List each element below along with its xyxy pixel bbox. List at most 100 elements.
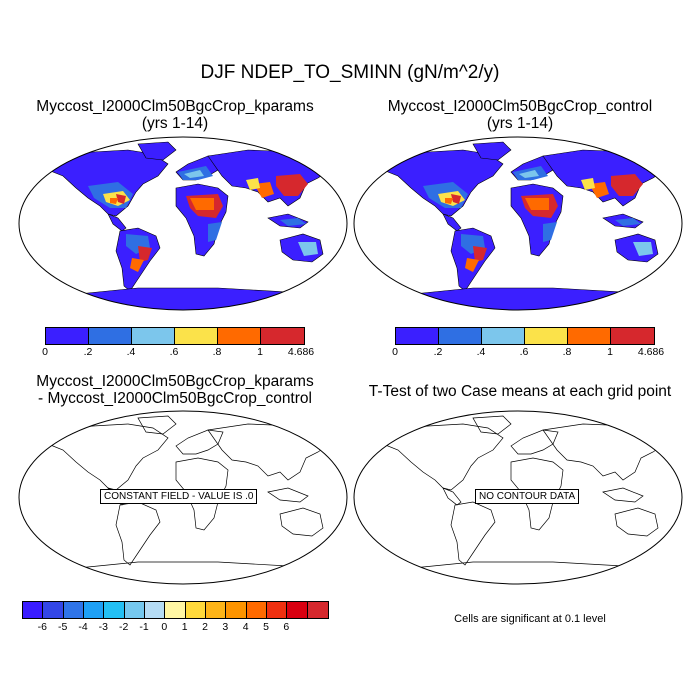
colorbar-tick-label: .8 (212, 346, 222, 358)
diff-colorbar-swatch (43, 602, 64, 618)
panel2-title-line1: Myccost_I2000Clm50BgcCrop_control (387, 98, 653, 115)
colorbar-swatch (439, 328, 482, 344)
land-central-america (442, 213, 462, 232)
value-region (138, 246, 152, 262)
colorbar-tick-label: 4.686 (287, 346, 315, 358)
colorbar-swatch (568, 328, 611, 344)
diff-colorbar-swatch (104, 602, 125, 618)
coastline-south-america (450, 501, 496, 566)
value-region (615, 218, 641, 226)
value-region (208, 222, 222, 242)
diff-colorbar-swatch (124, 602, 145, 618)
diff-colorbar-tick-label: -3 (98, 621, 108, 633)
coastline-south-america (115, 501, 161, 566)
map-border (18, 410, 348, 585)
colorbar-tick-label: .2 (433, 346, 443, 358)
value-region (633, 242, 653, 256)
coastline-europe (510, 429, 559, 455)
coastline-europe (175, 429, 224, 455)
colorbar-tick-label: 4.686 (637, 346, 665, 358)
figure-title: DJF NDEP_TO_SMINN (gN/m^2/y) (200, 62, 500, 83)
colorbar-tick-label: .6 (169, 346, 179, 358)
value-region (611, 174, 643, 196)
colorbar-control (395, 327, 655, 345)
colorbar-tick-label: .6 (519, 346, 529, 358)
diff-colorbar-swatch (165, 602, 186, 618)
coastline-indonesia (602, 487, 644, 503)
colorbar-tick-label: 1 (607, 346, 613, 358)
diff-colorbar-swatch (266, 602, 288, 618)
colorbar-tick-label: 1 (257, 346, 263, 358)
ttest-map (353, 410, 683, 585)
value-region (184, 170, 204, 178)
panel1-title-line2: (yrs 1-14) (141, 115, 209, 132)
coastline-indonesia (267, 487, 309, 503)
colorbar-tick-label: 0 (392, 346, 398, 358)
diff-colorbar-tick-label: 3 (222, 621, 229, 633)
colorbar-swatch (218, 328, 261, 344)
colorbar-tick-label: .4 (126, 346, 136, 358)
colorbar-swatch (396, 328, 439, 344)
colorbar-swatch (46, 328, 89, 344)
value-region (445, 198, 453, 204)
colorbar-tick-label: .8 (562, 346, 572, 358)
diff-colorbar-tick-label: 4 (242, 621, 249, 633)
diff-colorbar-tick-label: -1 (139, 621, 149, 633)
diff-colorbar-tick-label: -6 (37, 621, 47, 633)
value-region (525, 198, 549, 210)
diff-colorbar-tick-label: 2 (202, 621, 208, 633)
value-region (110, 198, 118, 204)
diff-colorbar-swatch (63, 602, 84, 618)
land-north-america (370, 149, 504, 217)
land-greenland (137, 141, 177, 161)
panel4-title: T-Test of two Case means at each grid po… (355, 383, 685, 400)
land-fill (35, 141, 331, 310)
colorbar-swatch (525, 328, 568, 344)
value-region (543, 222, 557, 242)
panel1-title: Myccost_I2000Clm50BgcCrop_kparams (yrs 1… (15, 98, 335, 132)
panel2-title-line2: (yrs 1-14) (486, 115, 554, 132)
map-border (18, 136, 348, 311)
land-north-america (35, 149, 169, 217)
value-region (246, 178, 260, 190)
value-region (581, 178, 595, 190)
colorbar-swatch (132, 328, 175, 344)
coastline-north-america (35, 423, 169, 491)
value-region (451, 194, 461, 204)
colorbar-difference (22, 601, 329, 619)
diff-colorbar-swatch (246, 602, 267, 618)
value-region (276, 174, 308, 196)
coastline-north-america (370, 423, 504, 491)
diff-colorbar-swatch (144, 602, 166, 618)
value-region (465, 258, 479, 272)
panel3-title-line2: - Myccost_I2000Clm50BgcCrop_control (38, 390, 312, 407)
colorbar-tick-label: .2 (83, 346, 93, 358)
colorbar-swatch (261, 328, 304, 344)
diff-colorbar-tick-label: 1 (181, 621, 188, 633)
coastline-asia (542, 423, 666, 481)
coastline-australia (279, 507, 324, 537)
diff-colorbar-tick-label: -2 (118, 621, 129, 633)
diff-colorbar-swatch (307, 602, 328, 618)
diff-colorbar-swatch (185, 602, 206, 618)
colorbar-swatch (89, 328, 132, 344)
diff-colorbar-tick-label: -5 (57, 621, 68, 633)
difference-map (18, 410, 348, 585)
colorbar-tick-label: 0 (42, 346, 48, 358)
colorbar-swatch (611, 328, 654, 344)
coastline-australia (614, 507, 659, 537)
diff-colorbar-swatch (205, 602, 227, 618)
colorbar-swatch (175, 328, 218, 344)
value-region (190, 198, 214, 210)
panel1-title-line1: Myccost_I2000Clm50BgcCrop_kparams (36, 98, 314, 115)
colorbar-kparams (45, 327, 305, 345)
colorbar-tick-label: .4 (476, 346, 486, 358)
value-region (473, 246, 487, 262)
diff-colorbar-tick-label: 5 (263, 621, 269, 633)
constant-field-message: CONSTANT FIELD - VALUE IS .0 (100, 489, 258, 504)
map-border (353, 410, 683, 585)
coastline-greenland (137, 415, 177, 435)
diff-colorbar-swatch (23, 602, 44, 618)
land-central-america (107, 213, 127, 232)
panel4-title-line1: T-Test of two Case means at each grid po… (368, 383, 672, 400)
